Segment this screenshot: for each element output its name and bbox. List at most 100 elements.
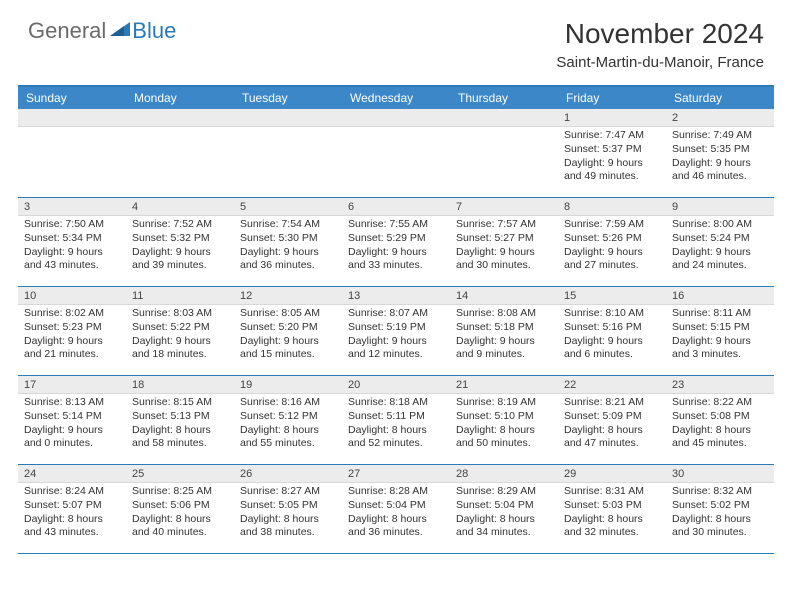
brand-logo: General Blue: [28, 18, 176, 44]
sunset-line: Sunset: 5:02 PM: [672, 499, 768, 513]
sunset-line: Sunset: 5:03 PM: [564, 499, 660, 513]
daylight-line-1: Daylight: 9 hours: [564, 246, 660, 260]
day-number: 3: [18, 198, 126, 216]
day-cell: 24Sunrise: 8:24 AMSunset: 5:07 PMDayligh…: [18, 465, 126, 553]
day-cell: 19 Sunrise: 8:16 AMSunset: 5:12 PMDayligh…: [234, 376, 342, 464]
daylight-line-2: and 32 minutes.: [564, 526, 660, 540]
sunrise-line: Sunrise: 8:32 AM: [672, 485, 768, 499]
daylight-line-2: and 24 minutes.: [672, 259, 768, 273]
day-number: 4: [126, 198, 234, 216]
sunset-line: Sunset: 5:09 PM: [564, 410, 660, 424]
day-number: 26: [234, 465, 342, 483]
daylight-line-2: and 49 minutes.: [564, 170, 660, 184]
sunrise-line: Sunrise: 7:50 AM: [24, 218, 120, 232]
daylight-line-2: and 0 minutes.: [24, 437, 120, 451]
daylight-line-2: and 30 minutes.: [672, 526, 768, 540]
day-number: 14: [450, 287, 558, 305]
week-row: 10Sunrise: 8:02 AMSunset: 5:23 PMDayligh…: [18, 287, 774, 376]
day-number: 13: [342, 287, 450, 305]
day-cell: 15Sunrise: 8:10 AMSunset: 5:16 PMDayligh…: [558, 287, 666, 375]
title-block: November 2024 Saint-Martin-du-Manoir, Fr…: [556, 18, 764, 71]
sunrise-line: Sunrise: 8:19 AM: [456, 396, 552, 410]
empty-cell: [342, 109, 450, 197]
day-number: 25: [126, 465, 234, 483]
sunset-line: Sunset: 5:08 PM: [672, 410, 768, 424]
sunrise-line: Sunrise: 7:59 AM: [564, 218, 660, 232]
sunrise-line: Sunrise: 7:52 AM: [132, 218, 228, 232]
empty-cell: [126, 109, 234, 197]
day-number: 28: [450, 465, 558, 483]
day-number: 27: [342, 465, 450, 483]
daylight-line-1: Daylight: 9 hours: [132, 246, 228, 260]
day-number: 11: [126, 287, 234, 305]
day-cell: 25Sunrise: 8:25 AMSunset: 5:06 PMDayligh…: [126, 465, 234, 553]
dayname-thursday: Thursday: [450, 87, 558, 109]
daylight-line-2: and 15 minutes.: [240, 348, 336, 362]
sunrise-line: Sunrise: 7:55 AM: [348, 218, 444, 232]
daylight-line-2: and 12 minutes.: [348, 348, 444, 362]
sunrise-line: Sunrise: 7:57 AM: [456, 218, 552, 232]
sunset-line: Sunset: 5:12 PM: [240, 410, 336, 424]
daylight-line-1: Daylight: 8 hours: [564, 424, 660, 438]
day-number: 18: [126, 376, 234, 394]
day-cell: 21Sunrise: 8:19 AMSunset: 5:10 PMDayligh…: [450, 376, 558, 464]
sunrise-line: Sunrise: 8:07 AM: [348, 307, 444, 321]
daylight-line-1: Daylight: 8 hours: [348, 424, 444, 438]
sunset-line: Sunset: 5:16 PM: [564, 321, 660, 335]
sunset-line: Sunset: 5:26 PM: [564, 232, 660, 246]
day-number: 20: [342, 376, 450, 394]
sunset-line: Sunset: 5:20 PM: [240, 321, 336, 335]
sunset-line: Sunset: 5:37 PM: [564, 143, 660, 157]
day-cell: 20Sunrise: 8:18 AMSunset: 5:11 PMDayligh…: [342, 376, 450, 464]
day-number: 19: [234, 376, 342, 394]
daylight-line-1: Daylight: 8 hours: [132, 424, 228, 438]
sunset-line: Sunset: 5:32 PM: [132, 232, 228, 246]
sunrise-line: Sunrise: 8:16 AM: [240, 396, 336, 410]
sunrise-line: Sunrise: 8:18 AM: [348, 396, 444, 410]
daylight-line-1: Daylight: 8 hours: [240, 424, 336, 438]
day-number: 17: [18, 376, 126, 394]
day-number: 9: [666, 198, 774, 216]
day-cell: 29Sunrise: 8:31 AMSunset: 5:03 PMDayligh…: [558, 465, 666, 553]
day-number: 29: [558, 465, 666, 483]
sunrise-line: Sunrise: 8:25 AM: [132, 485, 228, 499]
daylight-line-2: and 6 minutes.: [564, 348, 660, 362]
sunset-line: Sunset: 5:27 PM: [456, 232, 552, 246]
logo-triangle-icon: [110, 20, 130, 43]
day-cell: 5Sunrise: 7:54 AMSunset: 5:30 PMDaylight…: [234, 198, 342, 286]
logo-text-blue: Blue: [132, 18, 176, 44]
dayname-monday: Monday: [126, 87, 234, 109]
daylight-line-1: Daylight: 8 hours: [240, 513, 336, 527]
daylight-line-2: and 46 minutes.: [672, 170, 768, 184]
empty-cell: [450, 109, 558, 197]
daylight-line-1: Daylight: 9 hours: [24, 246, 120, 260]
sunrise-line: Sunrise: 8:00 AM: [672, 218, 768, 232]
sunset-line: Sunset: 5:29 PM: [348, 232, 444, 246]
sunset-line: Sunset: 5:06 PM: [132, 499, 228, 513]
month-title: November 2024: [556, 18, 764, 50]
daylight-line-1: Daylight: 9 hours: [564, 335, 660, 349]
daylight-line-1: Daylight: 9 hours: [348, 335, 444, 349]
week-row: 3Sunrise: 7:50 AMSunset: 5:34 PMDaylight…: [18, 198, 774, 287]
day-number: 10: [18, 287, 126, 305]
daylight-line-2: and 27 minutes.: [564, 259, 660, 273]
location-label: Saint-Martin-du-Manoir, France: [556, 54, 764, 71]
logo-text-general: General: [28, 18, 106, 44]
sunset-line: Sunset: 5:04 PM: [348, 499, 444, 513]
daylight-line-1: Daylight: 9 hours: [24, 335, 120, 349]
sunrise-line: Sunrise: 8:15 AM: [132, 396, 228, 410]
day-cell: 14Sunrise: 8:08 AMSunset: 5:18 PMDayligh…: [450, 287, 558, 375]
daylight-line-2: and 30 minutes.: [456, 259, 552, 273]
sunset-line: Sunset: 5:05 PM: [240, 499, 336, 513]
empty-daynum: [450, 109, 558, 127]
sunrise-line: Sunrise: 8:02 AM: [24, 307, 120, 321]
daylight-line-2: and 39 minutes.: [132, 259, 228, 273]
day-number: 6: [342, 198, 450, 216]
day-cell: 22Sunrise: 8:21 AMSunset: 5:09 PMDayligh…: [558, 376, 666, 464]
daylight-line-1: Daylight: 8 hours: [456, 513, 552, 527]
day-cell: 2Sunrise: 7:49 AMSunset: 5:35 PMDaylight…: [666, 109, 774, 197]
sunrise-line: Sunrise: 8:08 AM: [456, 307, 552, 321]
day-cell: 1Sunrise: 7:47 AMSunset: 5:37 PMDaylight…: [558, 109, 666, 197]
sunset-line: Sunset: 5:04 PM: [456, 499, 552, 513]
day-cell: 10Sunrise: 8:02 AMSunset: 5:23 PMDayligh…: [18, 287, 126, 375]
